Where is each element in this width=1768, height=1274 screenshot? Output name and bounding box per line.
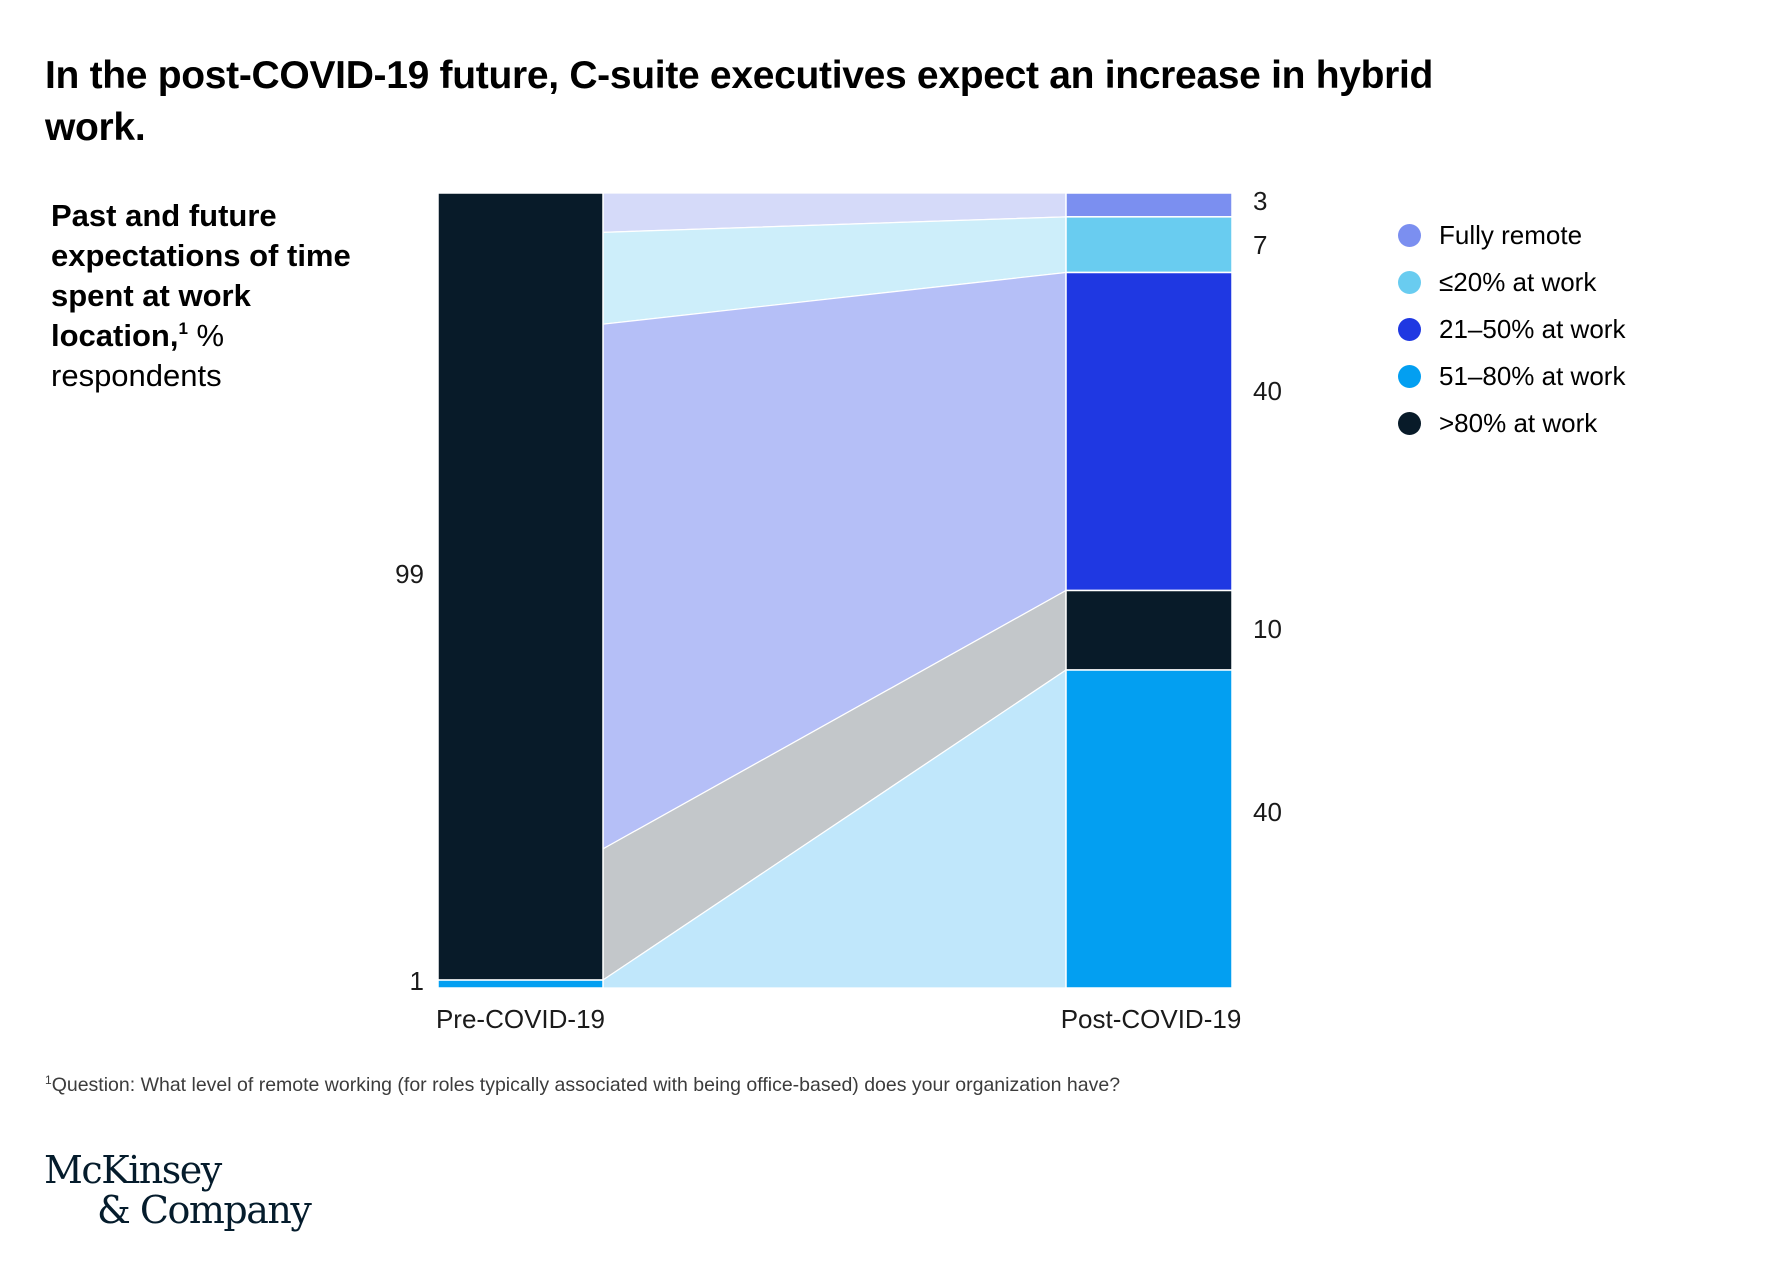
legend-label: Fully remote — [1439, 220, 1583, 250]
post-bar-le20 — [1065, 216, 1233, 274]
post-bar-r21_50 — [1065, 271, 1233, 592]
legend-item-le20: ≤20% at work — [1398, 259, 1625, 306]
footnote-mark: 1 — [45, 1073, 52, 1087]
legend-swatch — [1398, 224, 1421, 247]
pre-value-label-r51_80: 1 — [410, 966, 424, 996]
post-value-label-r21_50: 40 — [1253, 376, 1282, 406]
post-value-label-le20: 7 — [1253, 230, 1267, 260]
mckinsey-logo: McKinsey & Company — [44, 1148, 312, 1232]
legend: Fully remote ≤20% at work 21–50% at work 51… — [1398, 212, 1625, 447]
pre-bar-gt80 — [437, 192, 604, 981]
post-value-label-fully_remote: 3 — [1253, 186, 1267, 216]
logo-line-1: McKinsey — [44, 1148, 222, 1192]
post-bar-r51_80 — [1065, 669, 1233, 989]
logo-line-2: & Company — [97, 1188, 312, 1232]
post-bar-gt80 — [1065, 589, 1233, 671]
pre-bar-r51_80 — [437, 979, 604, 989]
subtitle-unit: % — [187, 318, 225, 353]
subtitle-footnote-mark: 1 — [178, 319, 188, 338]
flow-group — [602, 192, 1067, 989]
legend-item-fully_remote: Fully remote — [1398, 212, 1625, 259]
subtitle-bold: Past and future expectations of time spe… — [51, 198, 351, 353]
post-bar-fully_remote — [1065, 192, 1233, 218]
legend-item-r51_80: 51–80% at work — [1398, 353, 1625, 400]
legend-label: ≤20% at work — [1439, 267, 1597, 297]
legend-item-r21_50: 21–50% at work — [1398, 306, 1625, 353]
legend-swatch — [1398, 412, 1421, 435]
post-value-label-gt80: 10 — [1253, 614, 1282, 644]
chart-title: In the post-COVID-19 future, C-suite exe… — [45, 54, 1434, 149]
legend-swatch — [1398, 318, 1421, 341]
legend-item-gt80: >80% at work — [1398, 400, 1625, 447]
chart-subtitle: Past and future expectations of time spe… — [51, 196, 351, 396]
bar-group — [437, 192, 1233, 989]
pre-value-label-gt80: 99 — [395, 559, 424, 589]
category-label-pre: Pre-COVID-19 — [436, 1004, 605, 1034]
legend-swatch — [1398, 365, 1421, 388]
legend-label: >80% at work — [1439, 408, 1598, 438]
subtitle-rest: respondents — [51, 358, 222, 393]
footnote-text: Question: What level of remote working (… — [51, 1074, 1121, 1096]
post-value-label-r51_80: 40 — [1253, 797, 1282, 827]
category-label-post: Post-COVID-19 — [1061, 1004, 1242, 1034]
legend-label: 21–50% at work — [1439, 314, 1626, 344]
footnote: 1Question: What level of remote working … — [45, 1074, 1545, 1097]
label-group: 99 1 3 7 40 10 40 Pre-COVID-19 Post-COVID-19 — [395, 186, 1282, 1034]
legend-swatch — [1398, 271, 1421, 294]
legend-label: 51–80% at work — [1439, 361, 1626, 391]
